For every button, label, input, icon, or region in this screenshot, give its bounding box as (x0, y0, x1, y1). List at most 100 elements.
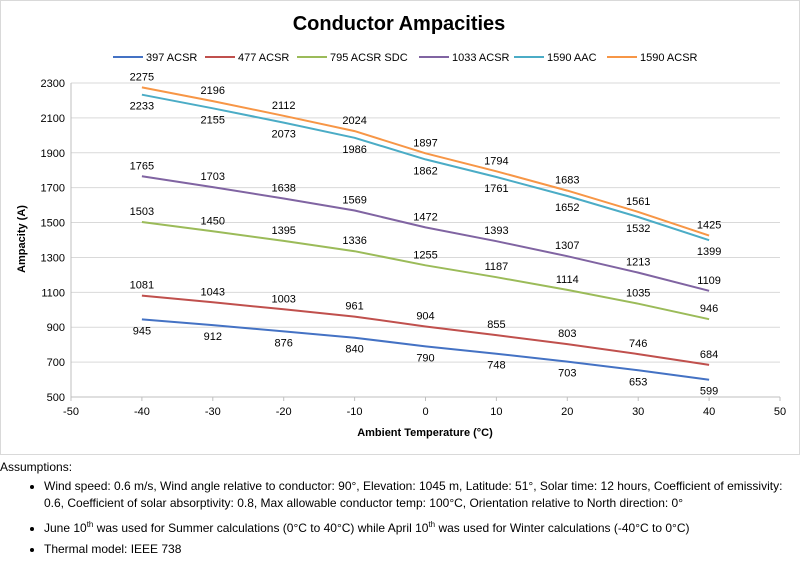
data-label: 1255 (413, 249, 437, 261)
data-label: 1472 (413, 211, 437, 223)
y-tick-label: 900 (47, 322, 65, 334)
data-label: 1035 (626, 288, 650, 300)
assumption-text: June 10 (44, 521, 87, 535)
data-label: 1638 (271, 182, 295, 194)
data-label: 1986 (342, 144, 366, 156)
assumption-item: June 10th was used for Summer calculatio… (44, 516, 800, 537)
legend-label: 795 ACSR SDC (330, 52, 408, 64)
data-label: 961 (345, 301, 363, 313)
data-label: 1897 (413, 137, 437, 149)
gridlines (71, 82, 780, 398)
data-label: 803 (558, 328, 576, 340)
data-label: 1399 (697, 246, 721, 258)
data-label: 945 (133, 325, 151, 337)
x-tick-label: -40 (134, 406, 150, 418)
data-label: 1683 (555, 175, 579, 187)
series-lines (141, 86, 710, 381)
x-axis-label: Ambient Temperature (°C) (357, 427, 493, 439)
data-label: 904 (416, 311, 434, 323)
y-tick-label: 1100 (41, 287, 65, 299)
data-label: 1109 (697, 275, 721, 287)
y-tick-labels: 500 700 900 1100 1300 1500 1700 1900 2100 2300 (41, 78, 65, 404)
x-tick-label: -10 (347, 406, 363, 418)
x-tick-label: 0 (422, 406, 428, 418)
superscript-text: th (428, 520, 436, 529)
data-label: 1336 (342, 235, 366, 247)
data-label: 2233 (130, 101, 154, 113)
assumptions-notes: Assumptions: Wind speed: 0.6 m/s, Wind a… (0, 460, 800, 562)
y-axis-label: Ampacity (A) (16, 205, 28, 273)
legend-label: 1590 ACSR (640, 52, 698, 64)
x-tick-label: 40 (703, 406, 715, 418)
data-label: 1862 (413, 165, 437, 177)
series-line (141, 318, 710, 381)
data-label: 748 (487, 360, 505, 372)
data-label: 2024 (342, 115, 366, 127)
superscript-text: th (86, 520, 94, 529)
data-label: 1450 (201, 215, 225, 227)
data-label: 684 (700, 349, 718, 361)
y-tick-label: 2100 (41, 113, 65, 125)
legend: 397 ACSR 477 ACSR 795 ACSR SDC 1033 ACSR 159… (113, 52, 698, 64)
x-tick-label: 20 (561, 406, 573, 418)
y-tick-label: 1900 (41, 148, 65, 160)
y-tick-label: 1500 (41, 218, 65, 230)
y-tick-label: 700 (47, 357, 65, 369)
assumptions-list: Wind speed: 0.6 m/s, Wind angle relative… (0, 478, 800, 558)
data-label: 1213 (626, 257, 650, 269)
y-tick-label: 1700 (41, 183, 65, 195)
data-labels: 945 912 876 840 790 748 703 653 599 1081 1043 1003 9… (130, 71, 722, 397)
x-tick-label: -30 (205, 406, 221, 418)
data-label: 912 (204, 331, 222, 343)
data-label: 1761 (484, 183, 508, 195)
data-label: 840 (345, 344, 363, 356)
assumption-text: Wind speed: 0.6 m/s, Wind angle relative… (44, 479, 783, 510)
data-label: 1532 (626, 223, 650, 235)
assumption-text: Thermal model: IEEE 738 (44, 542, 182, 556)
assumption-text: was used for Summer calculations (0°C to… (93, 521, 429, 535)
x-tick-label: -20 (276, 406, 292, 418)
data-label: 1794 (484, 155, 508, 167)
legend-label: 1033 ACSR (452, 52, 510, 64)
data-label: 946 (700, 303, 718, 315)
data-label: 1652 (555, 202, 579, 214)
data-label: 1503 (130, 206, 154, 218)
data-label: 2073 (271, 129, 295, 141)
x-tick-label: 10 (490, 406, 502, 418)
series-line (141, 93, 710, 242)
data-label: 1569 (342, 195, 366, 207)
data-label: 1765 (130, 160, 154, 172)
series-line (141, 86, 710, 237)
assumptions-heading: Assumptions: (0, 460, 73, 474)
data-label: 1425 (697, 220, 721, 232)
assumption-item: Wind speed: 0.6 m/s, Wind angle relative… (44, 478, 800, 512)
data-label: 746 (629, 338, 647, 350)
x-tick-labels: -50 -40 -30 -20 -10 0 10 20 30 40 50 (63, 406, 786, 418)
chart-area: Conductor Ampacities 397 ACSR 477 ACSR 795… (0, 0, 800, 455)
data-label: 1187 (485, 261, 509, 273)
data-label: 1003 (271, 293, 295, 305)
data-label: 1561 (626, 196, 650, 208)
x-tick-label: 30 (632, 406, 644, 418)
data-label: 1114 (556, 274, 579, 286)
assumption-item: Thermal model: IEEE 738 (44, 541, 800, 558)
series-line (141, 294, 710, 366)
data-label: 599 (700, 386, 718, 398)
data-label: 2275 (130, 71, 154, 83)
data-label: 653 (629, 376, 647, 388)
data-label: 703 (558, 368, 576, 380)
data-label: 1081 (130, 280, 154, 292)
y-tick-label: 2300 (41, 78, 65, 90)
data-label: 1393 (484, 225, 508, 237)
series-line (141, 221, 710, 321)
legend-label: 1590 AAC (547, 52, 597, 64)
x-tick-label: 50 (774, 406, 786, 418)
legend-label: 477 ACSR (238, 52, 289, 64)
data-label: 876 (275, 337, 293, 349)
data-label: 2112 (272, 100, 296, 112)
axes (70, 83, 781, 401)
data-label: 855 (487, 319, 505, 331)
y-tick-label: 1300 (41, 252, 65, 264)
data-label: 1307 (555, 240, 579, 252)
ampacity-line-chart: Conductor Ampacities 397 ACSR 477 ACSR 795… (16, 13, 786, 439)
